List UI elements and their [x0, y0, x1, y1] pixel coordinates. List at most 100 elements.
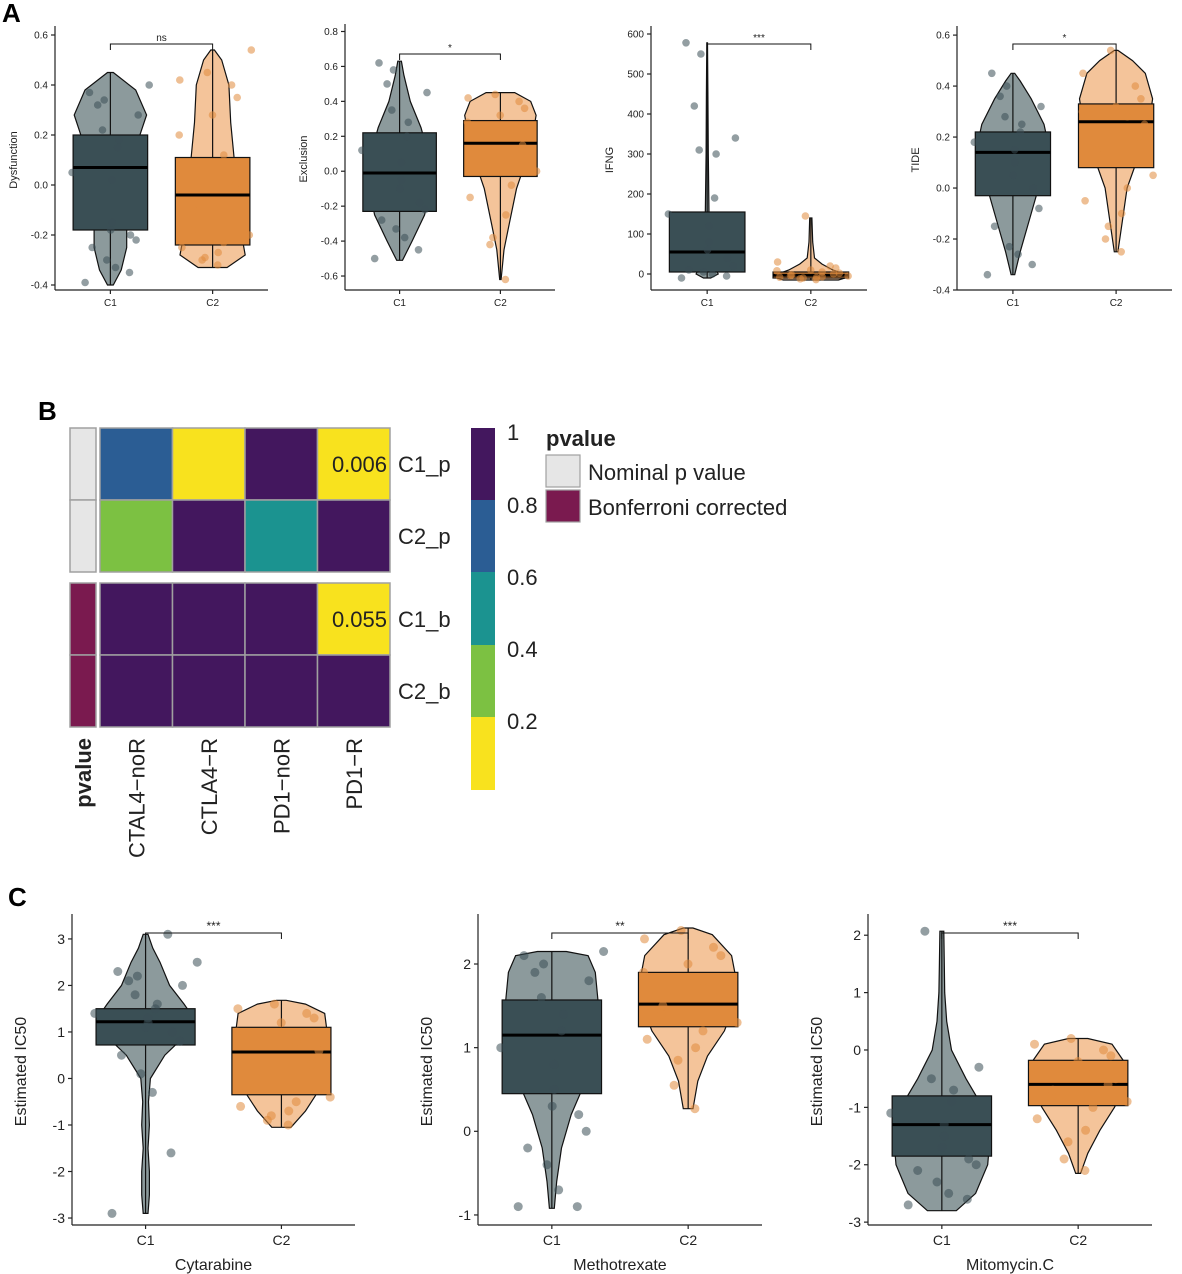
panel-label-a: A [2, 0, 21, 28]
colorbar-segment [471, 500, 495, 572]
data-point [126, 231, 135, 239]
data-point [107, 1208, 117, 1218]
data-point [932, 1177, 942, 1187]
y-tick-label: 2 [853, 927, 861, 943]
heatmap-column-label: PD1−R [342, 738, 367, 810]
data-point [266, 1111, 276, 1121]
data-point [414, 246, 423, 254]
data-point [1111, 1074, 1121, 1084]
data-point [489, 233, 497, 242]
data-point [1103, 1079, 1113, 1089]
y-tick-label: 0.2 [34, 131, 48, 142]
y-tick-label: 1 [463, 1040, 471, 1056]
heatmap-cell [244, 582, 319, 656]
heatmap-row-label: C1_p [398, 452, 451, 477]
box-c2 [637, 971, 739, 1028]
colorbar-tick-label: 0.2 [507, 709, 538, 734]
y-tick-label: 0.4 [324, 97, 338, 108]
y-axis-label: IFNG [604, 147, 616, 173]
y-tick-label: -0.4 [321, 237, 339, 248]
data-point [1106, 46, 1115, 55]
y-tick-label: 500 [627, 70, 644, 81]
significance-label: *** [1003, 919, 1017, 933]
data-point [518, 141, 527, 149]
y-axis-label: Estimated IC50 [13, 1017, 30, 1126]
y-tick-label: 0.2 [936, 133, 950, 144]
colorbar-segment [471, 572, 495, 645]
heatmap-cell [171, 654, 246, 728]
y-tick-label: 0 [638, 270, 644, 281]
box-c2 [1077, 103, 1155, 169]
data-point [496, 1043, 506, 1053]
x-axis-label: Methotrexate [573, 1257, 666, 1274]
heatmap-column-label: PD1−noR [269, 738, 294, 834]
x-tick-label: C1 [1007, 298, 1020, 309]
data-point [658, 1001, 668, 1011]
data-point [536, 993, 546, 1002]
chart-mitomycin: -3 -2 -1 0 1 2 C1 C2 Estimated IC50 Mitomycin.C **… [809, 914, 1152, 1274]
data-point [219, 238, 228, 247]
data-point [108, 218, 116, 227]
data-point [507, 125, 516, 134]
data-point [85, 88, 94, 97]
colorbar-segment [471, 717, 495, 790]
data-point [1011, 158, 1019, 167]
data-point [1005, 242, 1014, 251]
data-point [201, 253, 209, 262]
data-point [175, 1036, 185, 1046]
data-point [136, 1069, 146, 1079]
data-point [673, 1055, 683, 1065]
data-point [949, 1085, 959, 1095]
colorbar-tick-label: 0.4 [507, 637, 538, 662]
data-point [1137, 95, 1145, 103]
y-tick-label: 0.8 [324, 27, 338, 38]
data-point [134, 111, 142, 119]
x-axis-label: Cytarabine [175, 1257, 252, 1274]
data-point [250, 1083, 260, 1093]
data-point [1081, 1125, 1091, 1135]
data-point [1029, 1062, 1038, 1072]
chart-tide: -0.4 -0.2 0.0 0.2 0.4 0.6 C1 C2 TIDE * [910, 26, 1172, 309]
data-point [1001, 112, 1009, 121]
data-point [988, 69, 996, 78]
data-point [539, 959, 549, 969]
data-point [697, 50, 705, 58]
annotation-cell-nominal [69, 499, 97, 573]
chart-ifng: 0 100 200 300 400 500 600 C1 C2 IFNG *** [604, 26, 867, 309]
data-point [710, 194, 719, 202]
colorbar-tick-label: 1 [507, 420, 519, 445]
data-point [676, 926, 686, 935]
x-tick-label: C2 [1069, 1232, 1087, 1248]
heatmap-column-label: CTLA4−R [197, 738, 222, 835]
panel-label-b: B [38, 396, 57, 426]
annotation-title: pvalue [71, 738, 96, 808]
data-point [103, 256, 111, 264]
data-point [400, 233, 409, 242]
y-tick-label: 0.0 [324, 167, 338, 178]
data-point [208, 111, 217, 119]
data-point [974, 1062, 984, 1072]
data-point [1088, 1102, 1098, 1112]
colorbar-segment [471, 645, 495, 717]
y-tick-label: 0.0 [936, 184, 950, 195]
data-point [826, 262, 834, 270]
data-point [464, 94, 472, 102]
data-point [920, 926, 930, 936]
data-point [111, 263, 120, 272]
data-point [682, 39, 690, 47]
data-point [486, 240, 494, 249]
heatmap-cell [316, 582, 391, 656]
data-point [117, 1050, 126, 1060]
data-point [233, 1004, 243, 1014]
data-point [557, 1026, 567, 1036]
heatmap-cell [99, 582, 174, 656]
x-tick-label: C1 [701, 298, 714, 309]
data-point [237, 168, 245, 177]
data-point [251, 1074, 261, 1083]
annotation-cell-nominal [69, 427, 97, 501]
significance-label: * [448, 43, 452, 54]
data-point [599, 947, 609, 956]
y-axis-label: Estimated IC50 [419, 1017, 436, 1126]
legend-title: pvalue [546, 426, 616, 451]
data-point [1030, 1039, 1039, 1049]
